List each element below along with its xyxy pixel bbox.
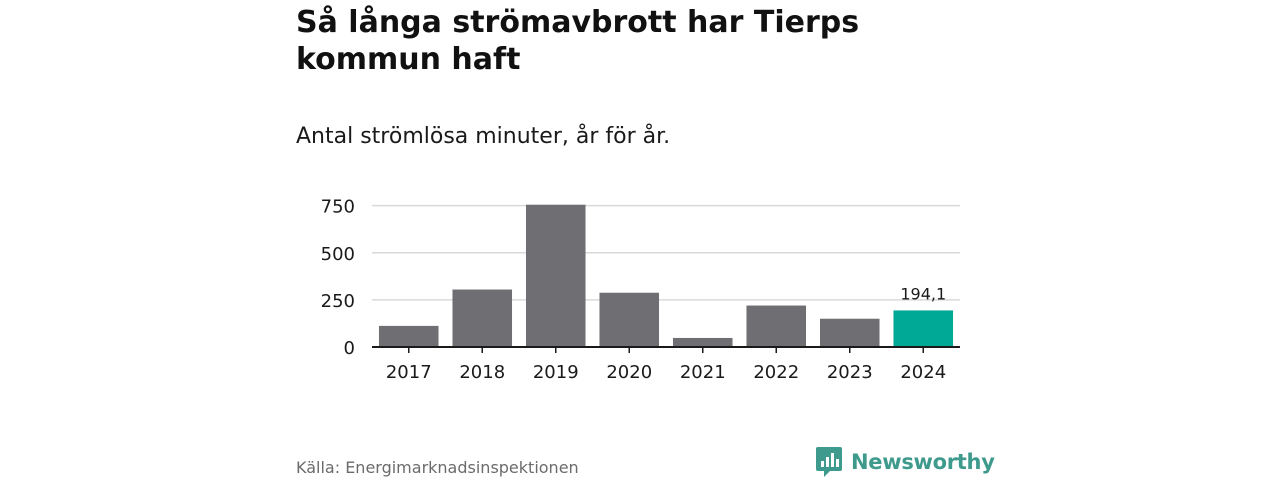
newsworthy-logo[interactable]: Newsworthy <box>815 446 995 478</box>
bar-2017 <box>378 325 439 347</box>
y-tick-label: 750 <box>321 197 355 218</box>
x-tick-label: 2024 <box>900 362 946 383</box>
annotations: 194,1 <box>900 284 946 303</box>
x-tick-label: 2019 <box>533 362 579 383</box>
chart-card: Så långa strömavbrott har Tierps kommun … <box>296 0 995 480</box>
bar-2019 <box>525 204 586 347</box>
bar-2023 <box>819 318 880 347</box>
bars <box>378 204 954 347</box>
data-label-2024: 194,1 <box>900 284 946 303</box>
x-tick-label: 2021 <box>680 362 726 383</box>
bar-2022 <box>746 305 807 347</box>
bar-2018 <box>452 289 513 347</box>
chart-title: Så långa strömavbrott har Tierps kommun … <box>296 5 860 77</box>
y-tick-label: 0 <box>344 338 355 359</box>
y-tick-label: 250 <box>321 291 355 312</box>
chart-subtitle: Antal strömlösa minuter, år för år. <box>296 124 671 149</box>
bar-2021 <box>672 337 733 347</box>
x-tick-label: 2020 <box>606 362 652 383</box>
newsworthy-logo-icon <box>816 447 842 477</box>
bar-2020 <box>599 292 660 347</box>
x-axis: 2017 2018 2019 2020 2021 2022 2023 2024 <box>372 346 960 383</box>
x-tick-label: 2018 <box>459 362 505 383</box>
x-tick-label: 2022 <box>753 362 799 383</box>
x-tick-label: 2017 <box>386 362 432 383</box>
bar-2024 <box>893 310 954 347</box>
y-axis-labels: 0 250 500 750 <box>321 197 355 359</box>
source-note: Källa: Energimarknadsinspektionen <box>296 458 579 477</box>
brand-name: Newsworthy <box>851 450 995 474</box>
gridlines <box>372 204 960 301</box>
y-tick-label: 500 <box>321 244 355 265</box>
x-tick-label: 2023 <box>827 362 873 383</box>
